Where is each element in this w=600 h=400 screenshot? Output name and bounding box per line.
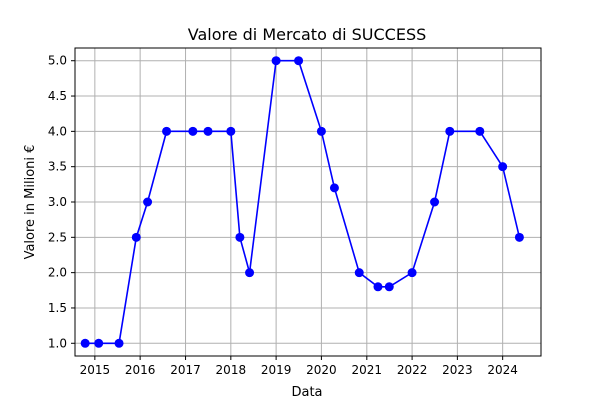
data-point [498, 162, 508, 172]
data-point [430, 197, 440, 207]
x-tick-label: 2023 [442, 363, 473, 377]
data-point [475, 126, 485, 136]
data-point [316, 126, 326, 136]
chart-title: Valore di Mercato di SUCCESS [188, 25, 427, 44]
y-tick-label: 2.0 [48, 266, 67, 280]
y-tick-label: 1.0 [48, 336, 67, 350]
data-point [143, 197, 153, 207]
x-axis-label: Data [291, 385, 322, 400]
data-point [354, 268, 364, 278]
y-tick-label: 5.0 [48, 54, 67, 68]
data-point [114, 338, 124, 348]
y-tick-label: 3.5 [48, 160, 67, 174]
data-point [162, 126, 172, 136]
series-layer [80, 56, 524, 348]
x-tick-label: 2016 [125, 363, 156, 377]
data-point [373, 282, 383, 292]
data-point [514, 232, 524, 242]
data-point [131, 232, 141, 242]
data-point [407, 268, 417, 278]
y-tick-label: 2.5 [48, 230, 67, 244]
data-point [226, 126, 236, 136]
data-point [445, 126, 455, 136]
series-line [85, 59, 521, 345]
x-tick-label: 2017 [170, 363, 201, 377]
y-axis-label: Valore in Milioni € [23, 145, 38, 260]
data-point [235, 232, 245, 242]
data-point [271, 56, 281, 66]
y-tick-label: 4.0 [48, 124, 67, 138]
data-point [245, 268, 255, 278]
x-tick-label: 2015 [80, 363, 111, 377]
data-point [80, 338, 90, 348]
data-point [329, 183, 339, 193]
x-tick-label: 2024 [487, 363, 518, 377]
data-point [203, 126, 213, 136]
x-tick-label: 2022 [397, 363, 428, 377]
data-point [294, 56, 304, 66]
data-point [384, 282, 394, 292]
y-tick-label: 1.5 [48, 301, 67, 315]
grid-layer [75, 48, 541, 356]
x-tick-label: 2021 [352, 363, 383, 377]
plot-frame [74, 47, 542, 357]
x-tick-label: 2020 [306, 363, 337, 377]
x-tick-label: 2019 [261, 363, 292, 377]
y-tick-label: 3.0 [48, 195, 67, 209]
data-point [188, 126, 198, 136]
ticks-layer: 2015 2016 2017 2018 2019 2020 2021 2022 2023 2024… [48, 54, 518, 377]
data-point [94, 338, 104, 348]
y-tick-label: 4.5 [48, 89, 67, 103]
x-tick-label: 2018 [216, 363, 247, 377]
